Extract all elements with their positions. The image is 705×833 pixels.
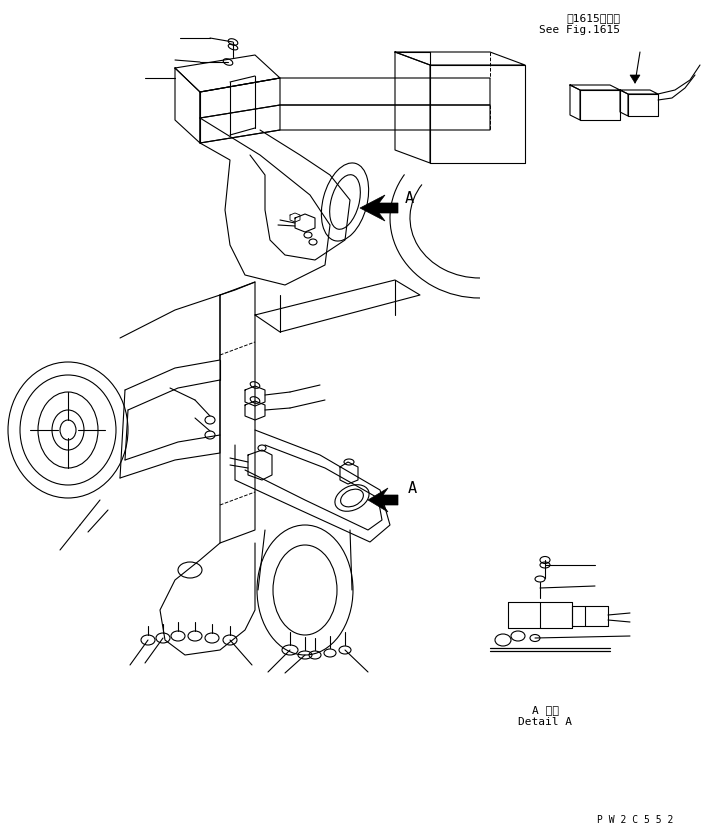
Text: A: A — [405, 191, 414, 206]
Polygon shape — [630, 75, 640, 83]
Polygon shape — [360, 195, 398, 221]
Polygon shape — [368, 488, 398, 512]
Text: See Fig.1615: See Fig.1615 — [539, 25, 620, 35]
Text: A 詳細: A 詳細 — [532, 705, 558, 715]
Text: A: A — [408, 481, 417, 496]
Text: P W 2 C 5 5 2: P W 2 C 5 5 2 — [597, 815, 673, 825]
Text: Detail A: Detail A — [518, 717, 572, 727]
Text: 第1615図参照: 第1615図参照 — [566, 13, 620, 23]
